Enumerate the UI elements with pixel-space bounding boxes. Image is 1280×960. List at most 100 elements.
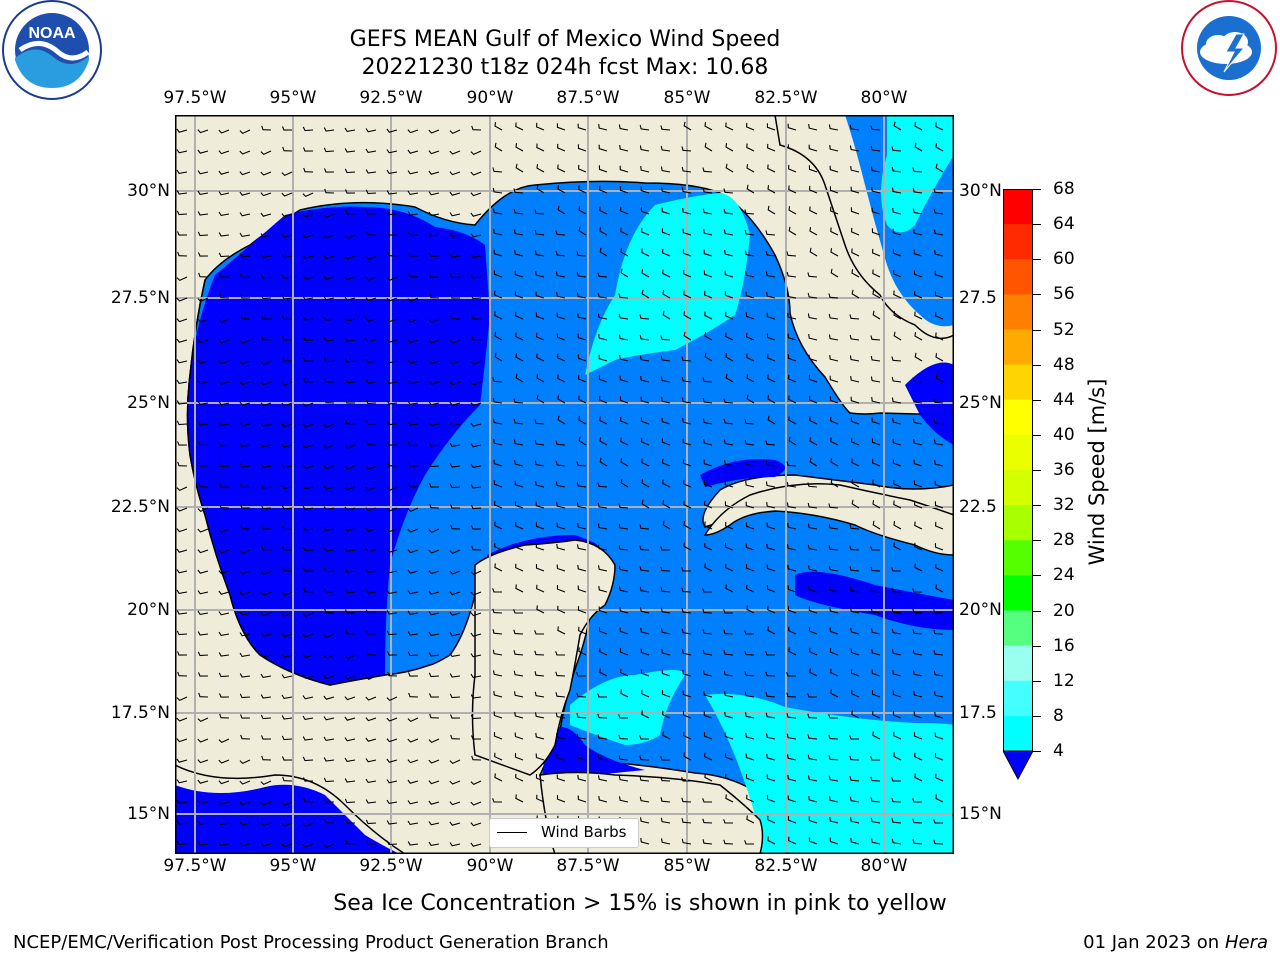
- wind-barb: [576, 692, 587, 698]
- wind-barb: [639, 124, 650, 131]
- map-legend: Wind Barbs: [489, 818, 639, 848]
- wind-barb: [449, 842, 461, 847]
- wind-barb: [807, 693, 817, 698]
- wind-barb: [218, 252, 230, 258]
- wind-barb: [493, 249, 503, 257]
- wind-barb: [176, 149, 188, 154]
- wind-barb: [450, 314, 461, 320]
- wind-barb: [850, 396, 860, 404]
- wind-barb: [514, 480, 524, 488]
- wind-barb: [344, 568, 356, 573]
- wind-barb: [618, 755, 629, 761]
- wind-barb: [449, 442, 461, 448]
- wind-barb: [302, 546, 314, 552]
- wind-barb: [933, 609, 943, 614]
- mexico-coast: [186, 279, 386, 686]
- wind-barb: [849, 607, 860, 614]
- wind-barb: [218, 273, 230, 278]
- wind-barb: [935, 563, 944, 572]
- colorbar-tick: [1033, 434, 1041, 436]
- wind-barb: [618, 523, 629, 530]
- wind-barb: [555, 481, 566, 488]
- wind-barb: [177, 671, 188, 677]
- lat-label: 25°N: [959, 393, 1002, 413]
- wind-barb: [365, 317, 377, 322]
- wind-barb: [176, 128, 188, 133]
- wind-barb: [365, 169, 377, 174]
- wind-barb: [682, 418, 692, 425]
- wind-barb: [344, 716, 356, 721]
- wind-barb: [176, 696, 188, 702]
- lat-label: 22.5: [959, 497, 997, 517]
- wind-barb: [576, 713, 587, 719]
- colorbar-segment: [1003, 680, 1033, 717]
- wind-barb: [428, 483, 440, 488]
- wind-barb: [494, 752, 503, 761]
- wind-barb: [471, 755, 482, 761]
- colorbar-segment: [1003, 259, 1033, 295]
- wind-barb: [449, 171, 461, 176]
- wind-barb: [618, 124, 629, 131]
- wind-barb: [578, 626, 587, 635]
- wind-barb: [534, 460, 545, 467]
- colorbar-extend-low: [1002, 750, 1034, 781]
- wind-barb: [640, 837, 650, 845]
- lat-label: 17.5°N: [110, 703, 170, 723]
- wind-barb: [620, 668, 629, 677]
- lon-label: 80°W: [860, 88, 908, 108]
- wind-barb: [597, 544, 608, 551]
- wind-barb: [470, 171, 482, 176]
- wind-barb: [429, 503, 440, 509]
- wind-barb: [683, 542, 692, 551]
- wind-barb: [239, 171, 251, 176]
- wind-barb: [788, 436, 797, 446]
- wind-barb: [302, 526, 314, 531]
- wind-barb: [197, 211, 209, 216]
- colorbar-tick: [1033, 364, 1041, 366]
- wind-barb: [219, 293, 230, 299]
- wind-barb: [660, 145, 671, 152]
- wind-barb: [471, 335, 482, 341]
- wind-barb: [534, 250, 545, 257]
- wind-barb: [599, 437, 608, 446]
- wind-barb: [197, 149, 209, 154]
- wind-barb: [302, 633, 314, 638]
- wind-barb: [555, 712, 566, 719]
- wind-barb: [660, 376, 671, 383]
- wind-barb: [536, 794, 545, 803]
- wind-barb: [662, 479, 671, 488]
- wind-barb: [302, 464, 314, 469]
- colorbar-segment: [1003, 329, 1033, 366]
- wind-barb: [914, 542, 923, 551]
- wind-barb: [893, 500, 902, 509]
- wind-barb: [744, 840, 754, 845]
- wind-barb: [597, 775, 608, 782]
- wind-barb: [893, 731, 902, 740]
- wind-barb: [829, 165, 839, 173]
- wind-barb: [933, 229, 944, 236]
- wind-barb: [197, 380, 209, 385]
- wind-barb: [197, 841, 209, 846]
- wind-barb: [893, 752, 902, 761]
- colorbar-tick: [1033, 610, 1041, 612]
- wind-barb: [913, 249, 923, 257]
- wind-barb: [934, 480, 944, 488]
- lon-label: 90°W: [466, 88, 514, 108]
- wind-barb: [850, 376, 860, 383]
- wind-barb: [535, 501, 545, 509]
- wind-barb: [386, 149, 398, 154]
- wind-barb: [428, 318, 440, 324]
- wind-barb: [935, 332, 944, 341]
- wind-barb: [870, 376, 881, 383]
- wind-barb: [829, 186, 839, 194]
- colorbar-segment: [1003, 715, 1033, 752]
- wind-barb: [428, 339, 440, 344]
- wind-barb: [281, 254, 293, 259]
- windy-region-honduras: [570, 670, 685, 745]
- wind-barb: [639, 545, 650, 551]
- wind-barb: [429, 713, 440, 719]
- wind-barb: [599, 206, 608, 215]
- wind-barb: [407, 820, 419, 826]
- wind-barb: [702, 397, 713, 404]
- wind-barb: [492, 649, 503, 656]
